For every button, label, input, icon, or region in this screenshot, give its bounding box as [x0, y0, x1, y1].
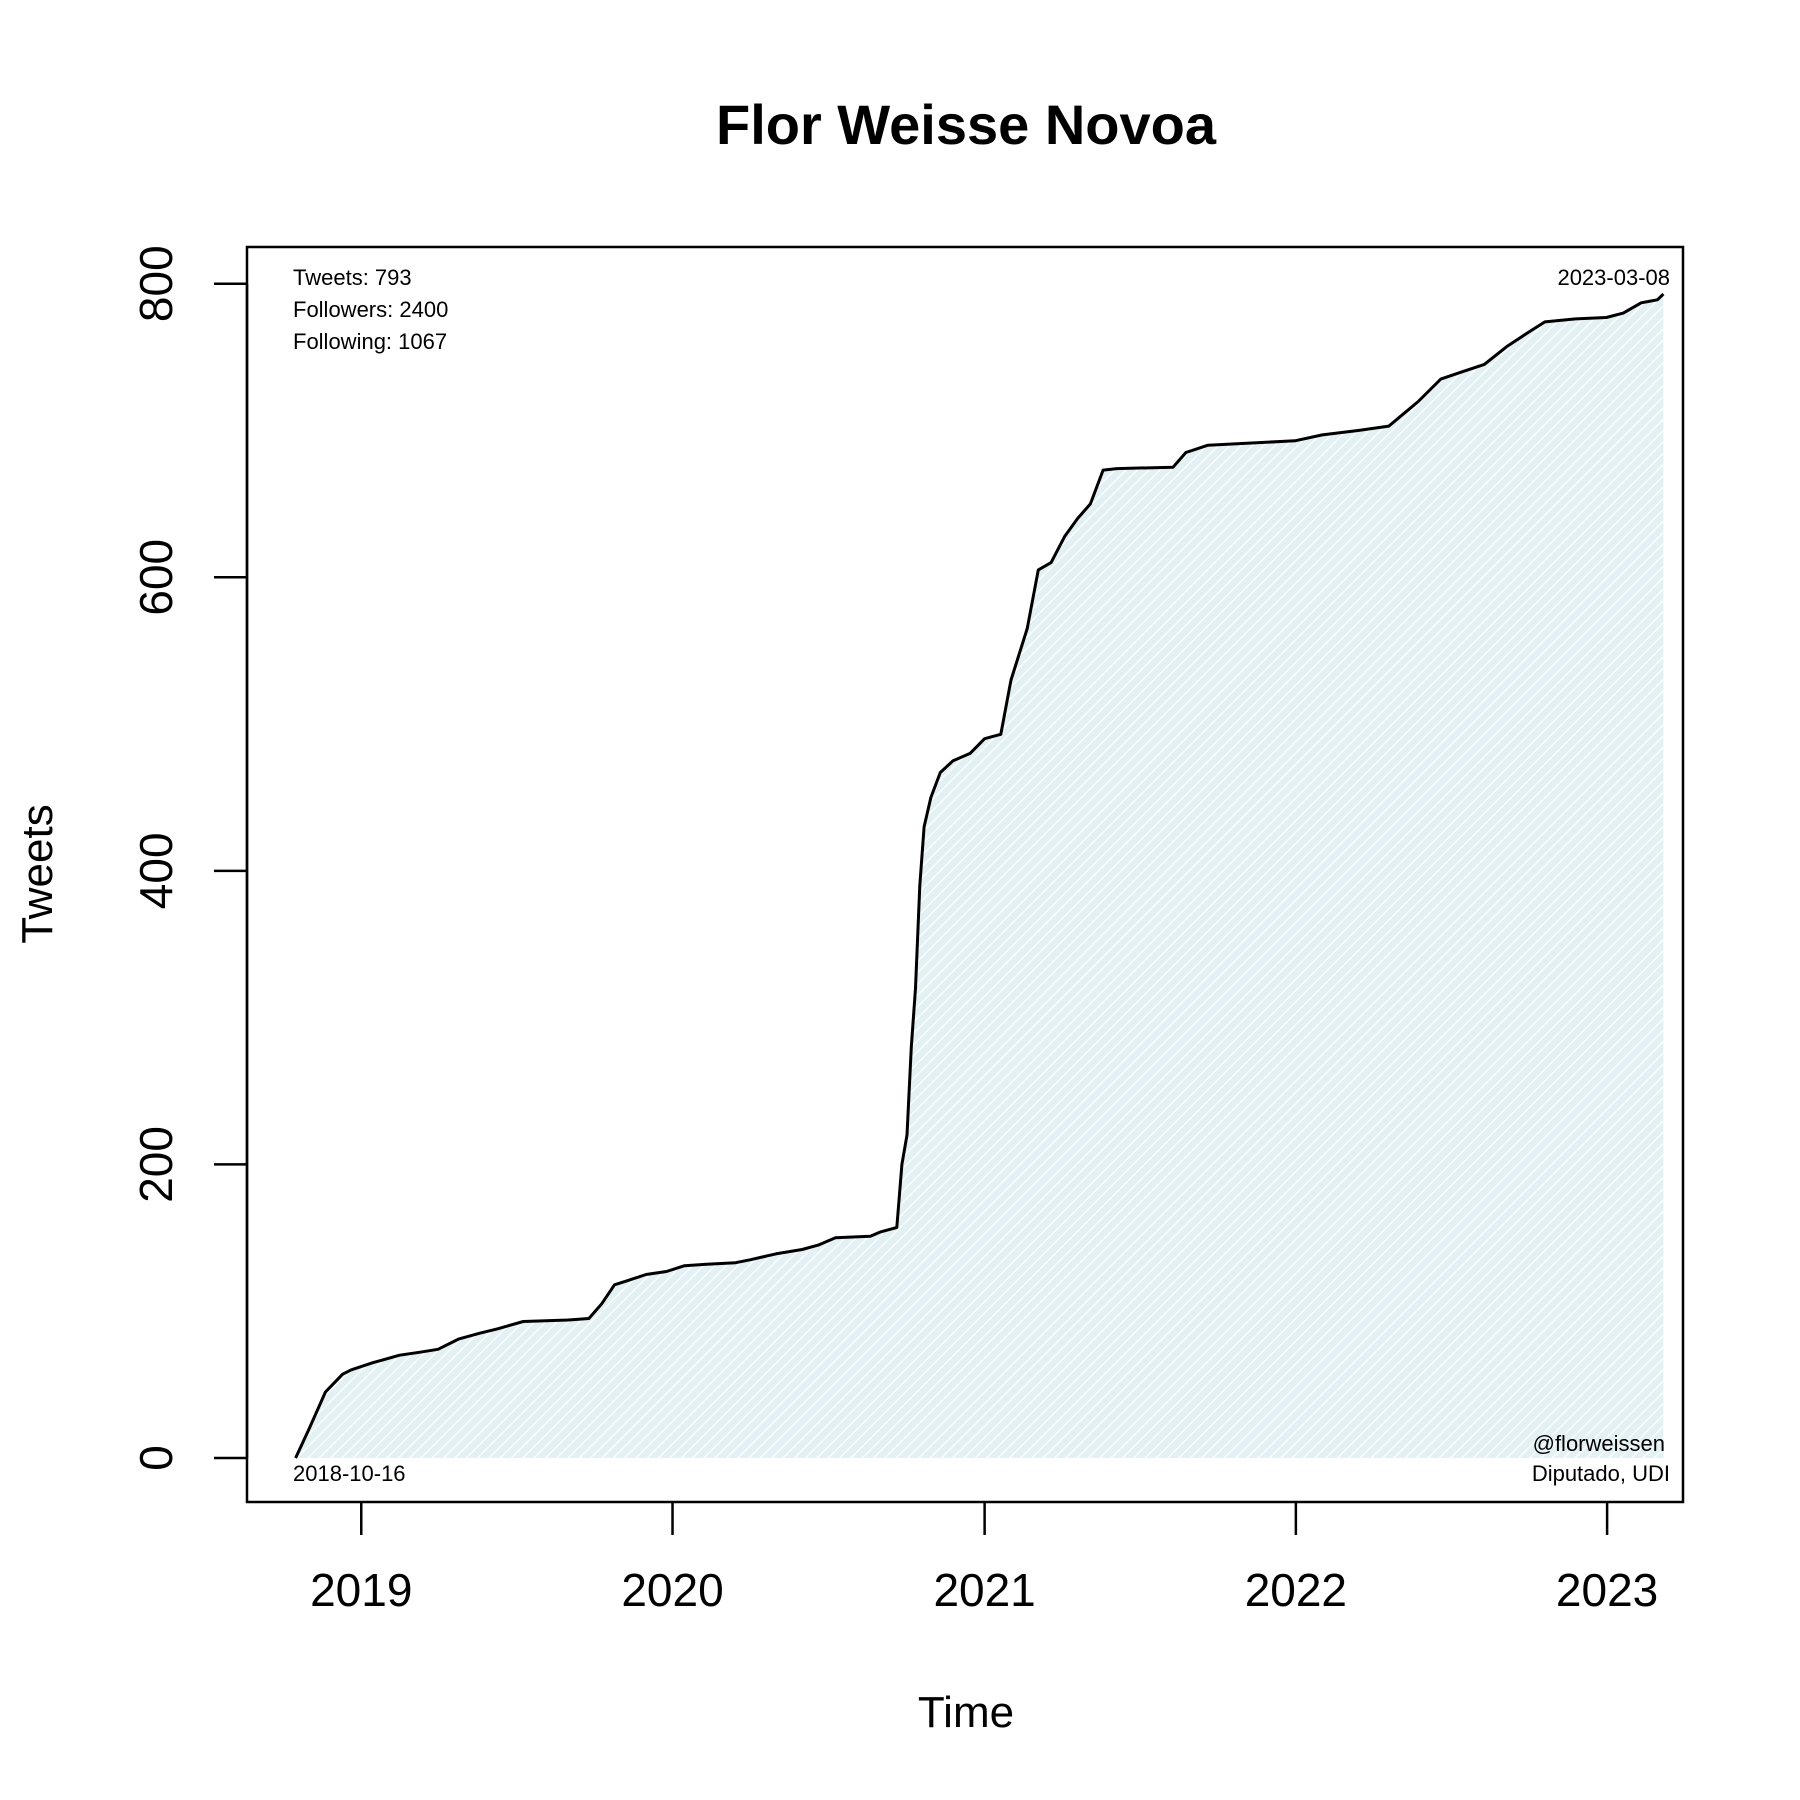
handle-label: @florweissen [1533, 1431, 1665, 1456]
y-axis: 0 200 400 600 800 [130, 245, 249, 1471]
plot-area [294, 292, 1665, 1459]
x-axis: 2019 2020 2021 2022 2023 [310, 1502, 1658, 1616]
x-tick-label: 2021 [933, 1564, 1035, 1616]
x-tick-label: 2023 [1556, 1564, 1658, 1616]
series-area-fill [295, 294, 1664, 1458]
end-date-label: 2023-03-08 [1557, 265, 1670, 290]
role-label: Diputado, UDI [1532, 1461, 1670, 1486]
followers-count-label: Followers: 2400 [293, 297, 448, 322]
following-count-label: Following: 1067 [293, 329, 447, 354]
series-line [294, 292, 1665, 1459]
y-tick-label: 600 [130, 539, 182, 616]
x-tick-label: 2022 [1245, 1564, 1347, 1616]
y-tick-label: 400 [130, 832, 182, 909]
start-date-label: 2018-10-16 [293, 1461, 406, 1486]
y-axis-label: Tweets [13, 804, 62, 943]
y-tick-label: 200 [130, 1126, 182, 1203]
chart-title: Flor Weisse Novoa [716, 93, 1217, 156]
tweets-count-label: Tweets: 793 [293, 265, 412, 290]
y-tick-label: 0 [130, 1445, 182, 1471]
x-axis-label: Time [918, 1688, 1014, 1737]
y-tick-label: 800 [130, 245, 182, 322]
x-tick-label: 2020 [621, 1564, 723, 1616]
x-tick-label: 2019 [310, 1564, 412, 1616]
